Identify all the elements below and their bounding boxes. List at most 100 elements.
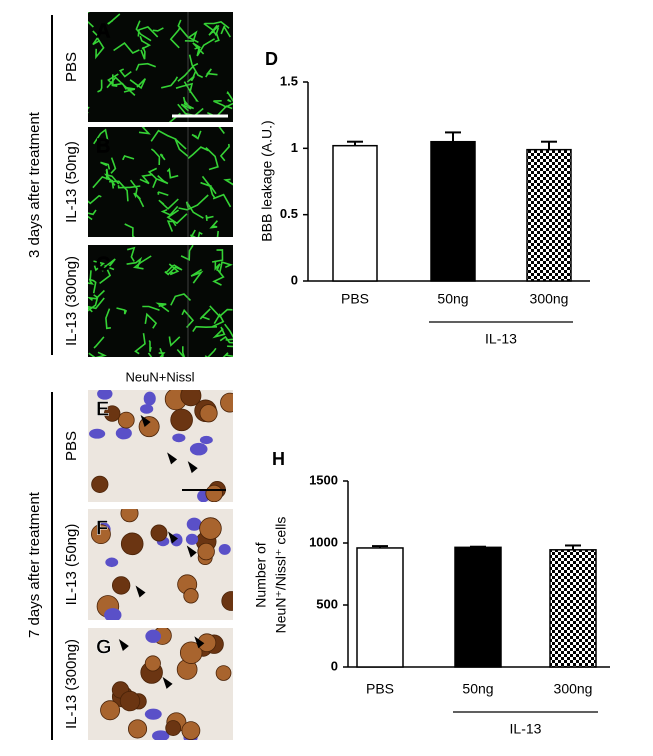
vessel bbox=[211, 313, 225, 328]
neun-cell bbox=[215, 665, 232, 681]
nissl-cell bbox=[172, 433, 186, 443]
nissl-cell bbox=[144, 708, 162, 720]
vessel bbox=[139, 173, 153, 185]
vessel bbox=[88, 270, 95, 285]
stain-label: NeuN+Nissl bbox=[126, 369, 195, 384]
image bbox=[88, 12, 233, 122]
vessel bbox=[186, 70, 197, 83]
x-tick-label: 300ng bbox=[530, 291, 569, 307]
vessel bbox=[134, 192, 145, 208]
vessel bbox=[123, 86, 136, 93]
arrowhead bbox=[187, 461, 198, 474]
x-tick-label: PBS bbox=[366, 681, 394, 697]
vessel bbox=[148, 340, 152, 352]
vessel bbox=[88, 20, 94, 28]
micrograph bbox=[88, 390, 233, 502]
vessel bbox=[159, 348, 164, 357]
vessel bbox=[88, 278, 97, 294]
neun-cell bbox=[120, 509, 139, 523]
neun-cell bbox=[220, 392, 233, 413]
nissl-cell bbox=[97, 390, 113, 400]
vessel bbox=[164, 264, 175, 276]
panel-letter: G bbox=[96, 636, 112, 658]
micrograph bbox=[88, 12, 233, 122]
vessel bbox=[187, 146, 209, 160]
vessel bbox=[127, 246, 136, 262]
vessel bbox=[159, 153, 166, 161]
vessel bbox=[175, 82, 194, 93]
arrowhead bbox=[135, 585, 146, 598]
vessel bbox=[214, 260, 221, 271]
vessel bbox=[224, 323, 233, 341]
vessel bbox=[107, 13, 121, 25]
vessel bbox=[204, 347, 217, 357]
vessel bbox=[166, 167, 179, 179]
vessel bbox=[132, 255, 152, 270]
vessel bbox=[166, 220, 177, 232]
vessel bbox=[216, 230, 219, 237]
vessel bbox=[113, 42, 140, 54]
nissl-cell bbox=[143, 391, 156, 406]
image-bg bbox=[88, 12, 233, 122]
vessel bbox=[95, 36, 105, 60]
vessel bbox=[160, 205, 179, 216]
arrowhead bbox=[118, 638, 129, 651]
vessel bbox=[147, 167, 158, 189]
bar bbox=[454, 546, 502, 668]
condition-label: PBS bbox=[63, 52, 80, 82]
arrowhead bbox=[167, 452, 178, 465]
vessel bbox=[167, 264, 183, 276]
vessel bbox=[178, 194, 209, 211]
vessel bbox=[152, 27, 164, 32]
block-label: 3 days after treatment bbox=[26, 111, 43, 258]
block-label: 7 days after treatment bbox=[26, 491, 43, 638]
vessel bbox=[177, 62, 199, 82]
x-tick-label: 300ng bbox=[554, 681, 593, 697]
condition-label: PBS bbox=[63, 431, 80, 461]
vessel bbox=[101, 258, 116, 272]
x-tick-label: PBS bbox=[341, 291, 369, 307]
vessel bbox=[156, 175, 169, 185]
vessel bbox=[109, 180, 129, 202]
image bbox=[88, 509, 233, 620]
vessel bbox=[222, 352, 233, 357]
neun-cell bbox=[181, 721, 201, 740]
x-tick-label: 50ng bbox=[462, 681, 493, 697]
bar bbox=[526, 148, 572, 282]
vessel bbox=[205, 68, 218, 78]
vessel bbox=[168, 263, 180, 276]
vessel bbox=[97, 79, 103, 93]
micrograph bbox=[88, 628, 233, 740]
panel-letter: E bbox=[96, 398, 109, 420]
vessel bbox=[88, 297, 105, 313]
panel-letter: B bbox=[96, 135, 110, 157]
neun-cell bbox=[221, 591, 233, 611]
vessel bbox=[88, 209, 97, 216]
vessel bbox=[214, 27, 220, 43]
vessel bbox=[218, 127, 225, 134]
y-tick-label: 1500 bbox=[309, 472, 338, 487]
vessel bbox=[192, 325, 218, 333]
condition-label: IL-13 (300ng) bbox=[63, 639, 80, 729]
vessel bbox=[116, 307, 128, 315]
vessel bbox=[170, 293, 192, 306]
vessel bbox=[144, 312, 158, 329]
vessel bbox=[92, 30, 101, 46]
vessel bbox=[213, 100, 227, 108]
neun-cell bbox=[100, 700, 121, 721]
vessel bbox=[99, 264, 115, 285]
neun-cell bbox=[197, 542, 215, 561]
vessel bbox=[191, 130, 202, 140]
y-tick-label: 1.5 bbox=[280, 73, 298, 88]
nissl-cell bbox=[199, 435, 213, 445]
vessel bbox=[200, 181, 217, 195]
vessel bbox=[93, 336, 105, 349]
vessel bbox=[158, 198, 179, 210]
vessel bbox=[212, 193, 232, 208]
vessel bbox=[219, 143, 230, 162]
vessel bbox=[150, 129, 177, 142]
vessel bbox=[208, 24, 220, 36]
neun-cell bbox=[179, 641, 203, 664]
neun-cell bbox=[183, 588, 199, 604]
y-tick-label: 0 bbox=[331, 658, 338, 673]
